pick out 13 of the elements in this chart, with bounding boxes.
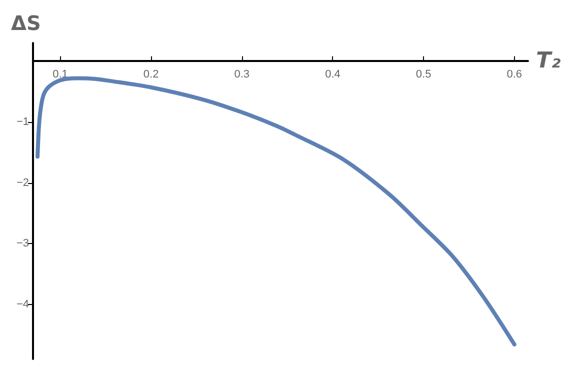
y-axis-title: ΔS [11, 11, 41, 35]
x-tick-label: 0.2 [143, 68, 159, 81]
x-tick-label: 0.6 [506, 68, 522, 81]
line-series [36, 76, 516, 346]
x-tick-label: 0.3 [234, 68, 250, 81]
x-tick-label: 0.5 [416, 68, 432, 81]
x-tick-label: 0.1 [52, 68, 68, 81]
y-tick-label: −4 [16, 298, 29, 310]
x-tick-label: 0.4 [325, 68, 340, 81]
y-tick-label: −1 [16, 116, 29, 128]
y-tick-label: −3 [16, 238, 29, 250]
x-axis-title: T₂ [536, 48, 562, 74]
y-tick-label: −2 [16, 176, 29, 189]
